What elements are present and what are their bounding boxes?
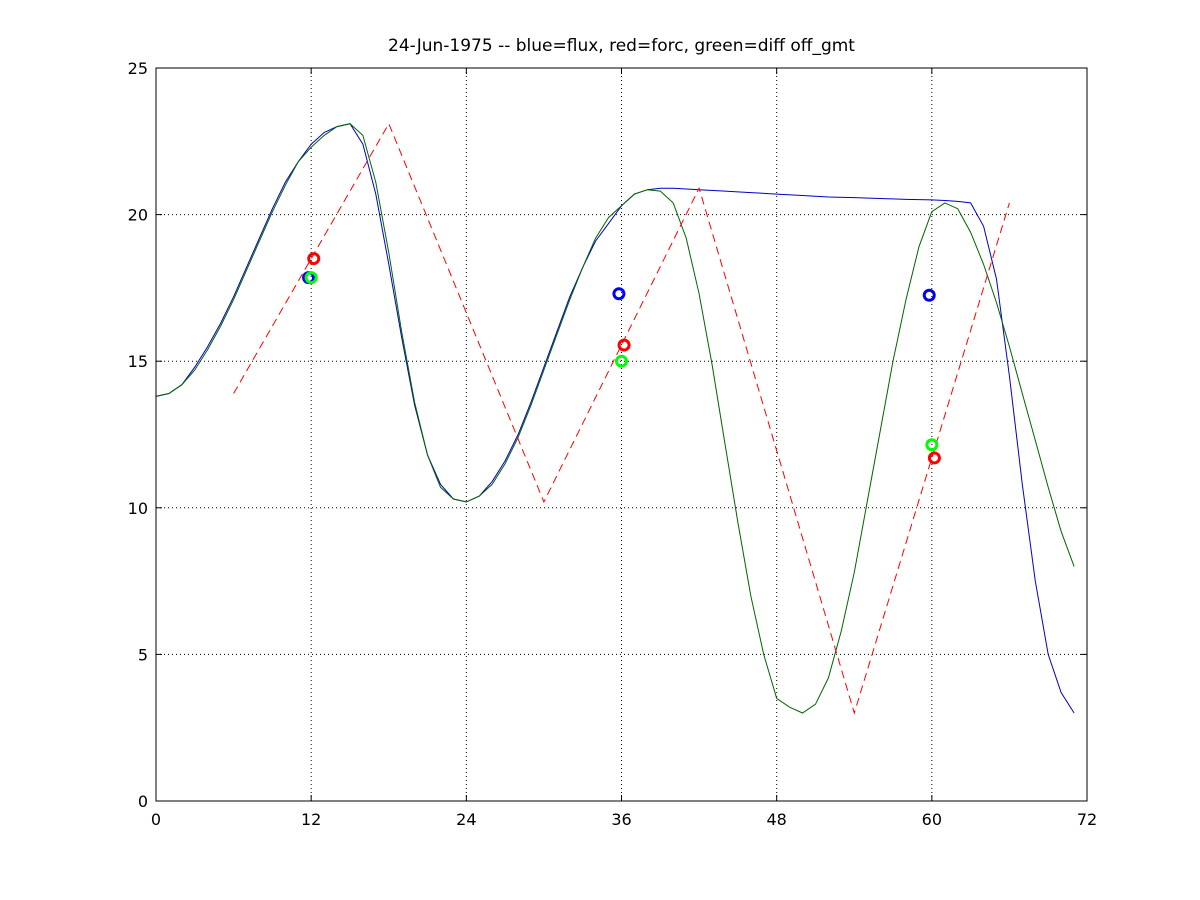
y-tick-label: 25 xyxy=(128,59,148,78)
flux-series-line xyxy=(155,123,1075,714)
data-marker xyxy=(304,271,318,285)
x-tick-label: 12 xyxy=(301,810,321,829)
y-tick-label: 20 xyxy=(128,206,148,225)
x-tick-label: 72 xyxy=(1077,810,1097,829)
x-tick-label: 48 xyxy=(766,810,786,829)
y-tick-label: 0 xyxy=(138,792,148,811)
y-tick-label: 15 xyxy=(128,352,148,371)
data-marker xyxy=(922,288,936,302)
y-tick-label: 10 xyxy=(128,499,148,518)
x-tick-label: 36 xyxy=(611,810,631,829)
x-tick-label: 0 xyxy=(151,810,161,829)
grid-layer xyxy=(156,68,1087,801)
forc-series-line xyxy=(233,122,1010,715)
marker-layer xyxy=(302,252,941,465)
tick-layer: 0 12 24 36 48 60 72 0 5 10 15 20 25 xyxy=(128,59,1098,829)
data-marker xyxy=(612,287,626,301)
data-marker xyxy=(617,338,631,352)
data-marker xyxy=(927,451,941,465)
diff-series-line xyxy=(155,123,1075,714)
plot-frame xyxy=(155,67,1088,802)
data-marker xyxy=(925,438,939,452)
y-tick-label: 5 xyxy=(138,645,148,664)
series-layer xyxy=(155,122,1075,715)
chart-title: 24-Jun-1975 -- blue=flux, red=forc, gree… xyxy=(388,36,855,56)
data-marker xyxy=(307,252,321,266)
x-tick-label: 24 xyxy=(456,810,476,829)
x-tick-label: 60 xyxy=(922,810,942,829)
data-marker xyxy=(615,354,628,368)
